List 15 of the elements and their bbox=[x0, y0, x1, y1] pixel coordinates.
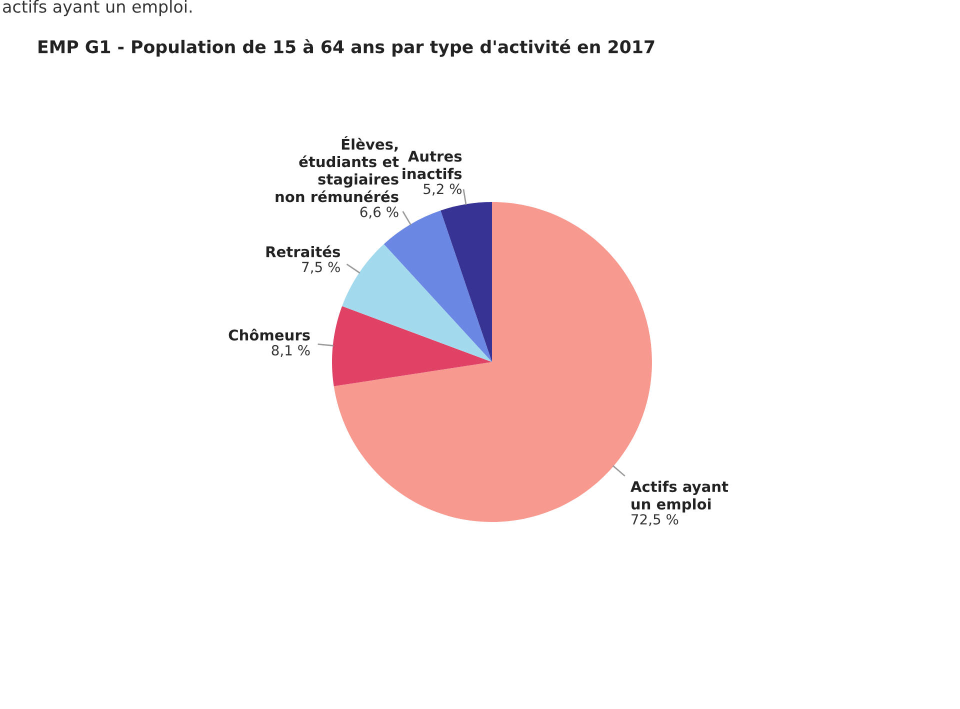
text: actifs ayant un emploi. bbox=[3, 0, 192, 16]
data-label: 5,2 % bbox=[424, 184, 462, 196]
slice-label: Autres inactifs bbox=[402, 150, 462, 180]
data-label: 7,5 % bbox=[302, 262, 340, 274]
data-label: 8,1 % bbox=[272, 345, 310, 357]
pie-slice bbox=[440, 202, 492, 362]
slice-label: Chômeurs bbox=[228, 328, 310, 341]
slice-label: Actifs ayant un emploi bbox=[630, 480, 728, 512]
chart-title: EMP G1 - Population de 15 à 64 ans par type d'activité en 2017 bbox=[38, 39, 654, 57]
slice-label: Retraités bbox=[266, 245, 340, 258]
pie-slice bbox=[342, 244, 492, 362]
pie-slice bbox=[332, 306, 492, 386]
slice-label: Élèves, étudiants et stagiaires non rémunérés bbox=[276, 136, 399, 202]
data-label: 6,6 % bbox=[360, 206, 398, 219]
data-label: 72,5 % bbox=[632, 514, 678, 526]
